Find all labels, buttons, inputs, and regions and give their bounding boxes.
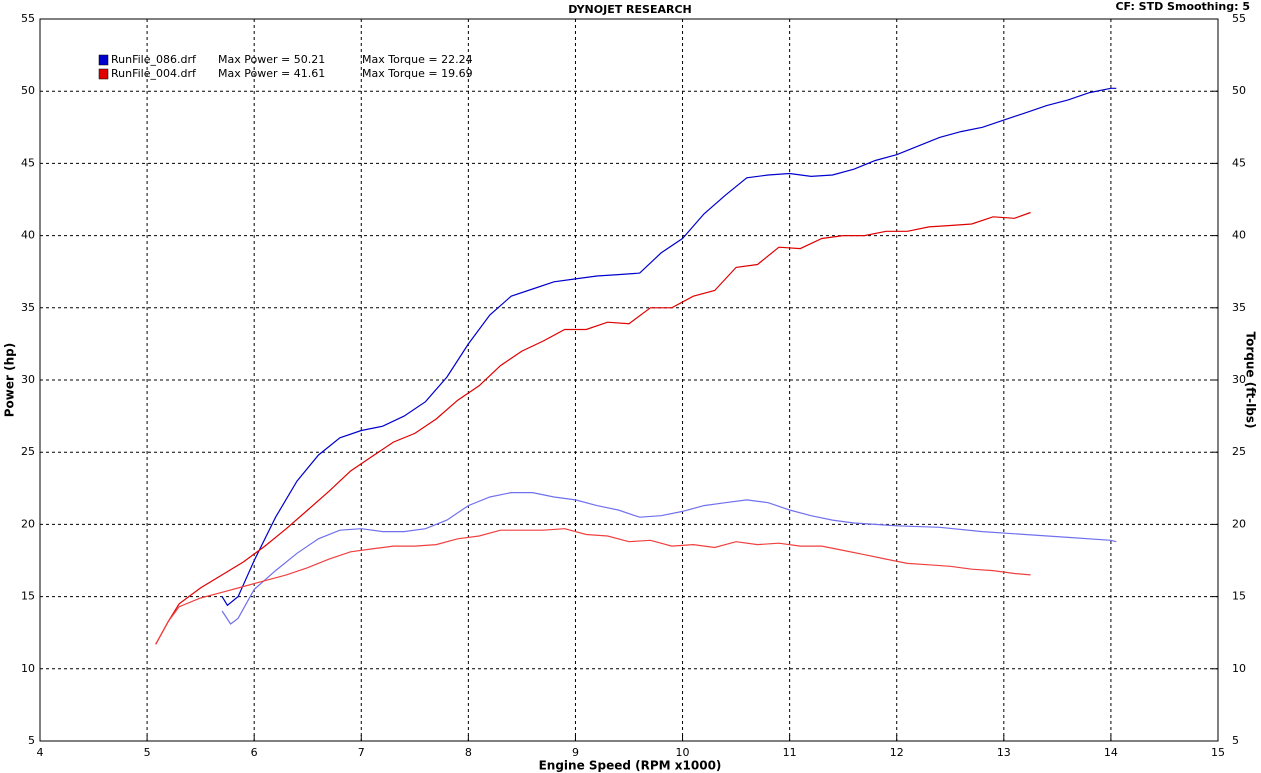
legend-swatch — [98, 68, 109, 80]
corner-note: CF: STD Smoothing: 5 — [1115, 0, 1250, 13]
y-tick-label: 25 — [21, 445, 35, 458]
series-line — [221, 87, 1117, 607]
y2-tick-label: 25 — [1232, 445, 1246, 458]
y2-tick-label: 40 — [1232, 229, 1246, 242]
x-tick-label: 15 — [1211, 746, 1225, 759]
y-tick-label: 40 — [21, 229, 35, 242]
series-line — [221, 492, 1117, 625]
y-tick-label: 30 — [21, 373, 35, 386]
legend-power: Max Power = 50.21 — [218, 53, 325, 66]
legend-power: Max Power = 41.61 — [218, 67, 325, 80]
y-axis-label: Power (hp) — [3, 343, 17, 417]
legend-torque: Max Torque = 19.69 — [362, 67, 473, 80]
legend-torque: Max Torque = 22.24 — [362, 53, 473, 66]
y-tick-label: 50 — [21, 84, 35, 97]
x-tick-label: 11 — [783, 746, 797, 759]
y2-tick-label: 15 — [1232, 590, 1246, 603]
y2-tick-label: 5 — [1232, 734, 1239, 747]
x-axis-label: Engine Speed (RPM x1000) — [539, 759, 722, 773]
x-tick-label: 7 — [358, 746, 365, 759]
x-tick-label: 13 — [997, 746, 1011, 759]
y-tick-label: 15 — [21, 590, 35, 603]
x-tick-label: 9 — [572, 746, 579, 759]
series-line — [155, 211, 1031, 645]
legend-label: RunFile_086.drf — [111, 53, 197, 66]
series-line — [155, 528, 1031, 645]
x-tick-label: 14 — [1104, 746, 1118, 759]
y2-tick-label: 55 — [1232, 12, 1246, 25]
x-tick-label: 6 — [251, 746, 258, 759]
y2-tick-label: 35 — [1232, 301, 1246, 314]
y2-tick-label: 20 — [1232, 517, 1246, 530]
y2-tick-label: 45 — [1232, 156, 1246, 169]
chart-title: DYNOJET RESEARCH — [568, 3, 691, 16]
y-tick-label: 20 — [21, 517, 35, 530]
y-tick-label: 35 — [21, 301, 35, 314]
x-tick-label: 4 — [37, 746, 44, 759]
y2-tick-label: 50 — [1232, 84, 1246, 97]
y2-axis-label: Torque (ft-lbs) — [1244, 332, 1258, 429]
x-tick-label: 8 — [465, 746, 472, 759]
x-tick-label: 5 — [144, 746, 151, 759]
x-tick-label: 10 — [676, 746, 690, 759]
y2-tick-label: 30 — [1232, 373, 1246, 386]
y2-tick-label: 10 — [1232, 662, 1246, 675]
y-tick-label: 10 — [21, 662, 35, 675]
y-tick-label: 55 — [21, 12, 35, 25]
y-tick-label: 45 — [21, 156, 35, 169]
legend-swatch — [98, 54, 109, 66]
x-tick-label: 12 — [890, 746, 904, 759]
legend-label: RunFile_004.drf — [111, 67, 197, 80]
y-tick-label: 5 — [28, 734, 35, 747]
